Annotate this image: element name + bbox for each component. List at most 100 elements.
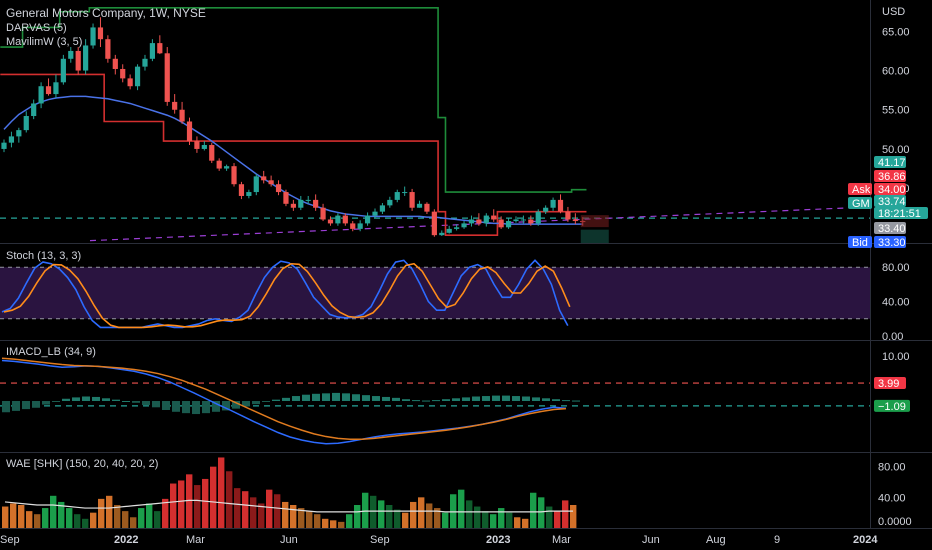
candle (394, 189, 400, 203)
candle-body (283, 192, 289, 204)
candle (491, 209, 497, 222)
candle-body (320, 207, 326, 220)
imacd-label[interactable]: IMACD_LB (34, 9) (6, 346, 96, 358)
candle (261, 170, 267, 184)
countdown-badge: 18:21:51 (874, 207, 928, 220)
candle (8, 131, 15, 148)
wae-label[interactable]: WAE [SHK] (150, 20, 40, 20, 2) (6, 458, 159, 470)
wae-bar (154, 511, 161, 528)
countdown-badge-text: 18:21:51 (878, 208, 921, 220)
candle (520, 215, 526, 224)
imacd-histogram-bar (82, 396, 90, 401)
imacd-lower-badge: −1.09 (874, 399, 910, 413)
candle (53, 74, 59, 98)
candle-body (543, 207, 549, 212)
candle-body (298, 199, 304, 208)
candle-body (446, 228, 452, 233)
imacd-lower-badge-bg (874, 399, 910, 412)
imacd-histogram-bar (132, 401, 140, 403)
wae-bar (314, 514, 321, 528)
darvas-label[interactable]: DARVAS (5) (6, 22, 67, 34)
ask-label-badge: Ask (848, 183, 872, 196)
wae-bar (10, 503, 17, 528)
imacd-histogram-bar (232, 401, 240, 409)
time-tick-label: Jun (642, 534, 660, 546)
candle-body (224, 166, 230, 169)
ask-price-badge-bg (874, 183, 906, 195)
candle (387, 196, 393, 208)
candle (238, 181, 245, 200)
candle (38, 82, 44, 109)
candle-body (164, 53, 170, 102)
time-tick-label: Mar (552, 534, 571, 546)
wae-bar (274, 494, 281, 528)
time-tick-label: Jun (280, 534, 298, 546)
imacd-histogram-bar (2, 401, 10, 413)
imacd-histogram-bar (502, 395, 510, 401)
time-axis[interactable]: Sep 2022 Mar Jun Sep 2023 Mar Jun Aug 9 2024 (0, 534, 878, 546)
candle-body (53, 82, 59, 95)
candle-body (550, 199, 556, 208)
candle (142, 54, 148, 71)
candle (379, 203, 386, 214)
imacd-upper-badge-bg (874, 377, 906, 390)
candle-body (275, 184, 282, 193)
wae-bar (370, 495, 377, 528)
price-badge-33-40: 33.40 (874, 222, 906, 235)
bid-label-badge-text: Bid (852, 237, 868, 249)
wae-bar (266, 489, 273, 528)
bid-label-badge-bg (848, 236, 872, 248)
candle (97, 17, 104, 48)
wae-bar (410, 501, 417, 528)
wae-bar (178, 480, 185, 528)
candle (45, 78, 52, 96)
candle-body (483, 215, 489, 224)
candle-body (194, 141, 200, 149)
wae-bar (514, 517, 521, 528)
mavilim-label[interactable]: MavilimW (3, 5) (6, 36, 83, 48)
price-tick-label: 65.00 (882, 26, 910, 38)
candle (231, 163, 237, 187)
candle (1, 139, 7, 153)
grid (0, 0, 932, 529)
price-tick-label: 55.00 (882, 105, 910, 117)
candle-body (60, 58, 66, 83)
candle-body (157, 43, 163, 54)
wae-bar (322, 518, 329, 528)
wae-bar (234, 488, 241, 528)
wae-bar (282, 501, 289, 528)
candle (402, 186, 408, 196)
imacd-pane[interactable] (0, 357, 870, 445)
imacd-histogram-bar (342, 393, 350, 401)
wae-bar (434, 508, 441, 528)
candle (134, 64, 141, 91)
stoch-label[interactable]: Stoch (13, 3, 3) (6, 250, 82, 262)
candle-body (268, 180, 274, 185)
imacd-histogram-bar (42, 401, 50, 405)
time-tick-label: 2022 (114, 534, 138, 546)
wae-bar (42, 508, 49, 528)
wae-pane[interactable] (2, 457, 577, 528)
candle-body (505, 221, 512, 228)
wae-bar (258, 503, 265, 528)
price-axis[interactable]: 65.0060.0055.0050.0045.0080.0040.000.001… (878, 26, 912, 528)
candle-body (402, 192, 408, 194)
candle (557, 194, 564, 214)
candle (298, 195, 304, 211)
bid-price-badge: 33.30 (874, 236, 906, 249)
candle-body (535, 211, 541, 224)
time-tick-label: Sep (0, 534, 20, 546)
wae-bar (202, 478, 209, 528)
stoch-pane[interactable] (0, 259, 870, 329)
imacd-histogram-bar (472, 396, 480, 401)
imacd-histogram-bar (482, 396, 490, 401)
candle-body (557, 199, 564, 212)
candle (275, 180, 282, 196)
candle (60, 54, 66, 85)
currency-label[interactable]: USD (882, 6, 906, 18)
wae-bar (570, 505, 577, 528)
price-pane[interactable] (0, 7, 871, 243)
wae-bar (354, 505, 361, 528)
imacd-histogram-bar (102, 398, 110, 401)
